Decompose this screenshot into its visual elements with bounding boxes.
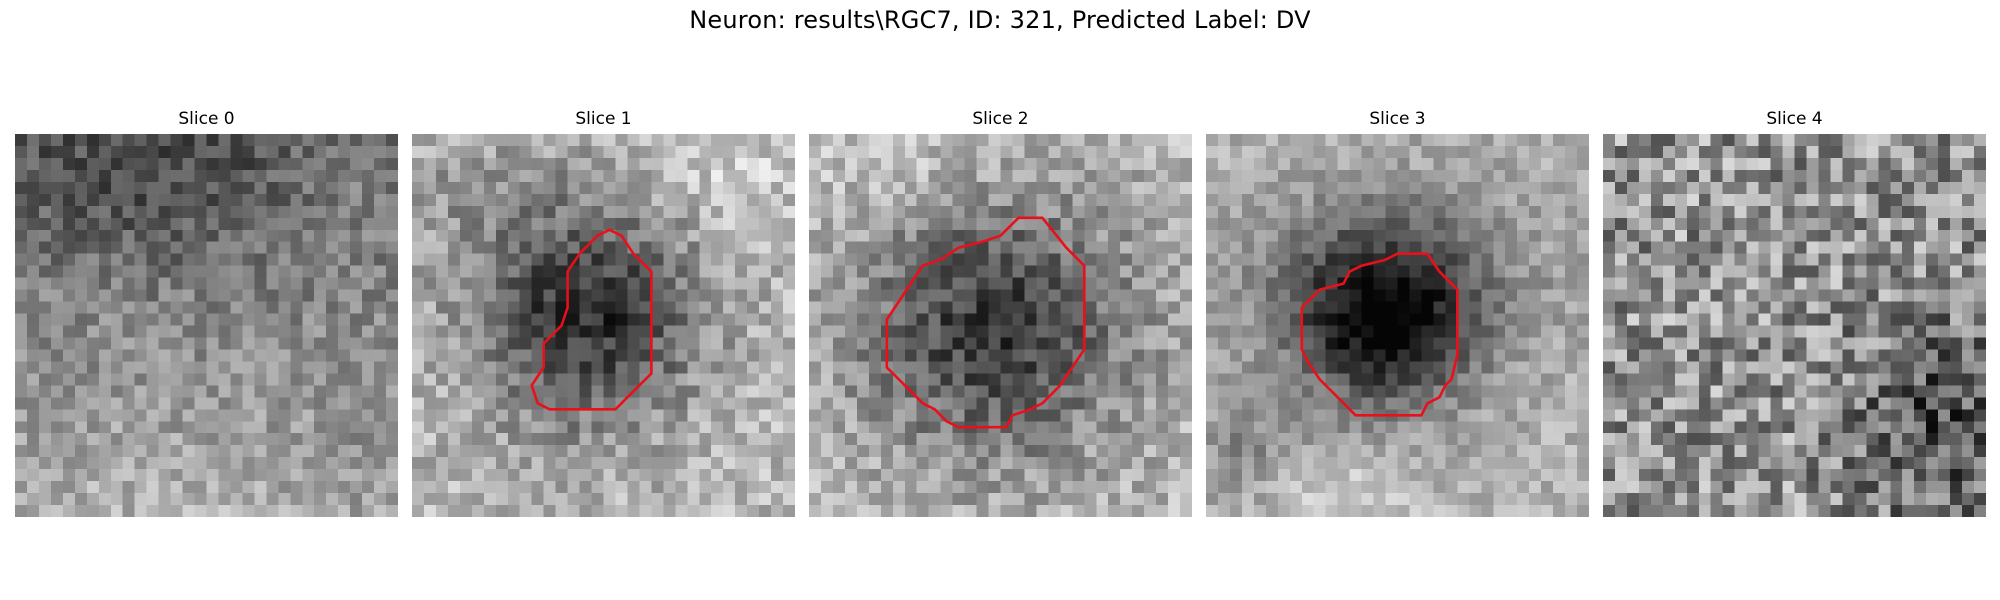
slice-image (1603, 134, 1986, 517)
slice-panel-0: Slice 0 (15, 108, 398, 517)
figure-title: Neuron: results\RGC7, ID: 321, Predicted… (689, 6, 1311, 34)
slice-image (1206, 134, 1589, 517)
roi-contour (1300, 252, 1459, 417)
slice-image (15, 134, 398, 517)
slice-image (412, 134, 795, 517)
roi-contour (530, 228, 653, 411)
slice-title: Slice 2 (972, 109, 1029, 129)
slice-panel-1: Slice 1 (412, 108, 795, 517)
slice-panel-2: Slice 2 (809, 108, 1192, 517)
slice-panel-3: Slice 3 (1206, 108, 1589, 517)
slice-title: Slice 0 (178, 109, 235, 129)
slice-title: Slice 4 (1766, 109, 1823, 129)
roi-contour (885, 216, 1086, 429)
slice-title: Slice 3 (1369, 109, 1426, 129)
slice-title: Slice 1 (575, 109, 632, 129)
slice-image (809, 134, 1192, 517)
slice-panel-4: Slice 4 (1603, 108, 1986, 517)
